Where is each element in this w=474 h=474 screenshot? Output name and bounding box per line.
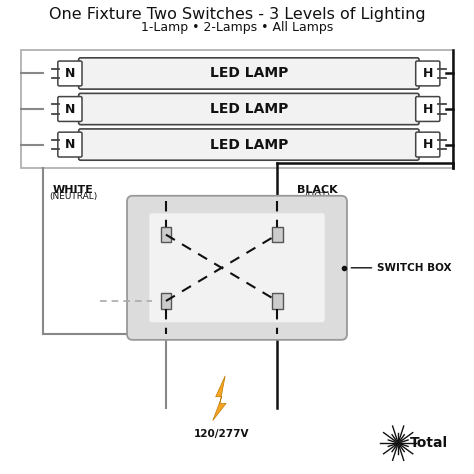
Bar bbox=[161, 227, 171, 242]
FancyBboxPatch shape bbox=[416, 61, 440, 86]
Text: N: N bbox=[65, 67, 75, 80]
Text: Total: Total bbox=[410, 436, 448, 450]
Polygon shape bbox=[213, 376, 226, 420]
FancyBboxPatch shape bbox=[416, 132, 440, 157]
Text: One Fixture Two Switches - 3 Levels of Lighting: One Fixture Two Switches - 3 Levels of L… bbox=[49, 7, 425, 22]
FancyBboxPatch shape bbox=[416, 97, 440, 121]
FancyBboxPatch shape bbox=[79, 93, 419, 125]
Bar bbox=[161, 293, 171, 309]
FancyBboxPatch shape bbox=[149, 213, 325, 322]
Text: 1-Lamp • 2-Lamps • All Lamps: 1-Lamp • 2-Lamps • All Lamps bbox=[141, 21, 333, 34]
Text: LED LAMP: LED LAMP bbox=[210, 66, 288, 81]
Text: BLACK: BLACK bbox=[297, 185, 338, 195]
Text: N: N bbox=[65, 138, 75, 151]
Text: LED LAMP: LED LAMP bbox=[210, 102, 288, 116]
Text: 120/277V: 120/277V bbox=[194, 429, 250, 439]
Text: LED LAMP: LED LAMP bbox=[210, 137, 288, 152]
Text: H: H bbox=[423, 102, 433, 116]
Bar bbox=[272, 227, 283, 242]
FancyBboxPatch shape bbox=[79, 58, 419, 89]
FancyBboxPatch shape bbox=[58, 97, 82, 121]
Text: H: H bbox=[423, 138, 433, 151]
FancyBboxPatch shape bbox=[58, 61, 82, 86]
FancyBboxPatch shape bbox=[58, 132, 82, 157]
Text: WHITE: WHITE bbox=[53, 185, 94, 195]
Text: (NEUTRAL): (NEUTRAL) bbox=[49, 192, 98, 201]
Text: N: N bbox=[65, 102, 75, 116]
FancyBboxPatch shape bbox=[79, 129, 419, 160]
Text: SWITCH BOX: SWITCH BOX bbox=[377, 263, 451, 273]
Bar bbox=[272, 293, 283, 309]
FancyBboxPatch shape bbox=[127, 196, 347, 340]
Text: (HOT): (HOT) bbox=[304, 192, 331, 201]
Bar bbox=[21, 50, 453, 168]
Text: H: H bbox=[423, 67, 433, 80]
